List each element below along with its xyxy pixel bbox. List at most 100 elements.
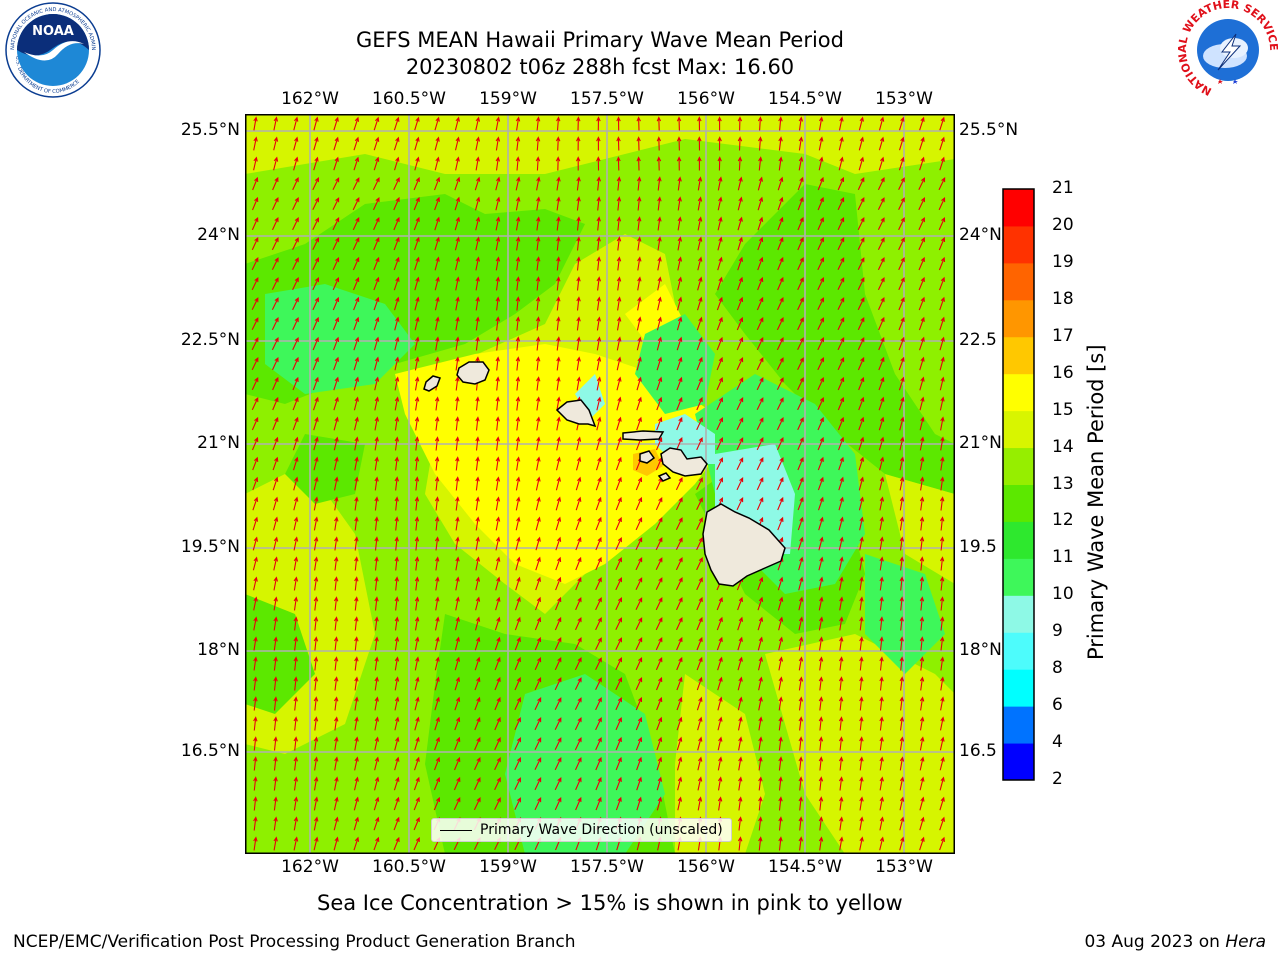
wave-direction-arrow [697,216,703,231]
wave-direction-arrow [393,256,400,271]
wave-direction-arrow [859,556,864,571]
wave-direction-arrow [374,536,379,551]
wave-direction-arrow [556,176,561,191]
wave-direction-arrow [556,416,561,431]
wave-direction-arrow [555,556,562,571]
wave-direction-arrow [595,776,602,791]
wave-direction-arrow [656,376,663,391]
wave-direction-arrow [453,796,461,811]
wave-direction-arrow [676,156,682,171]
wave-direction-arrow [535,296,541,311]
wave-direction-arrow [313,816,319,831]
wave-direction-arrow [334,736,339,751]
wave-direction-arrow [514,696,521,711]
wave-direction-arrow [495,416,501,431]
wave-direction-arrow [313,636,319,651]
wave-direction-arrow [838,136,844,151]
wave-direction-arrow [635,577,643,591]
wave-direction-arrow [716,296,723,311]
wave-direction-arrow [313,156,319,171]
lon-label-bottom: 159°W [479,857,537,877]
wave-direction-arrow [475,516,480,531]
wave-direction-arrow [918,296,925,311]
wave-direction-arrow [414,296,420,311]
colorbar-tick-label: 15 [1052,399,1074,420]
wave-direction-arrow [858,156,865,171]
wave-direction-arrow [374,416,380,431]
wave-direction-arrow [556,396,561,411]
wave-direction-arrow [898,236,905,251]
wave-direction-arrow [758,716,763,731]
colorbar-tick-label: 17 [1052,325,1074,346]
wave-direction-arrow [394,596,400,611]
wave-direction-arrow [413,796,420,811]
wave-direction-arrow [919,556,925,571]
wave-direction-arrow [433,756,441,771]
wave-direction-arrow [676,636,683,651]
wave-direction-arrow [697,256,703,271]
colorbar-cell [1003,299,1034,338]
wave-direction-arrow [898,396,905,411]
wave-direction-arrow [776,336,784,351]
wave-direction-arrow [878,316,885,331]
wave-direction-arrow [778,716,783,731]
wave-direction-arrow [455,516,460,531]
wave-direction-arrow [251,236,259,251]
wave-direction-arrow [313,536,319,551]
wave-direction-arrow [574,716,582,731]
wave-direction-arrow [494,716,501,731]
wave-direction-arrow [475,556,481,571]
wave-direction-arrow [556,436,561,451]
wave-direction-arrow [374,596,379,611]
wave-direction-arrow [514,656,521,671]
colorbar-tick-label: 16 [1052,362,1074,383]
wave-direction-arrow [495,296,501,311]
wave-direction-arrow [535,256,541,271]
wave-direction-arrow [879,836,885,851]
wave-direction-arrow [758,756,763,771]
wave-direction-arrow [495,256,501,271]
wave-direction-arrow [919,436,925,451]
wave-direction-arrow [838,736,844,751]
wave-direction-arrow [414,376,420,391]
wave-direction-arrow [435,336,440,351]
wave-direction-arrow [352,256,360,271]
wave-direction-arrow [758,696,763,711]
wave-direction-arrow [635,556,643,571]
wave-direction-arrow [595,556,602,571]
wave-direction-arrow [373,336,380,351]
wave-direction-arrow [313,736,319,751]
wave-direction-arrow [798,616,804,631]
wave-direction-arrow [333,776,339,791]
wave-direction-arrow [273,536,279,551]
wave-direction-arrow [696,416,703,431]
wave-direction-arrow [333,656,339,671]
wave-direction-arrow [635,496,643,511]
wave-direction-arrow [696,376,703,391]
wave-direction-arrow [797,276,804,291]
wave-direction-arrow [696,497,703,511]
wave-direction-arrow [797,256,804,271]
wave-direction-arrow [817,256,824,271]
wave-direction-arrow [938,236,946,251]
wave-direction-arrow [333,456,339,471]
wave-direction-arrow [495,136,501,151]
wave-direction-arrow [918,216,925,231]
wave-direction-arrow [879,556,884,571]
wave-direction-arrow [798,716,804,731]
wave-direction-arrow [313,576,319,591]
wave-direction-arrow [615,736,622,751]
wave-direction-arrow [818,156,824,171]
wave-direction-arrow [455,556,460,571]
wave-direction-arrow [879,676,884,691]
wave-direction-arrow [454,716,461,731]
wave-direction-arrow [839,616,844,631]
wave-direction-arrow [273,136,279,151]
wave-direction-arrow [676,296,683,311]
wave-direction-arrow [656,116,662,131]
wave-direction-arrow [292,176,299,191]
wave-direction-arrow [434,656,440,671]
wave-direction-arrow [454,696,461,711]
wave-direction-arrow [293,836,299,851]
wave-direction-arrow [716,616,723,631]
